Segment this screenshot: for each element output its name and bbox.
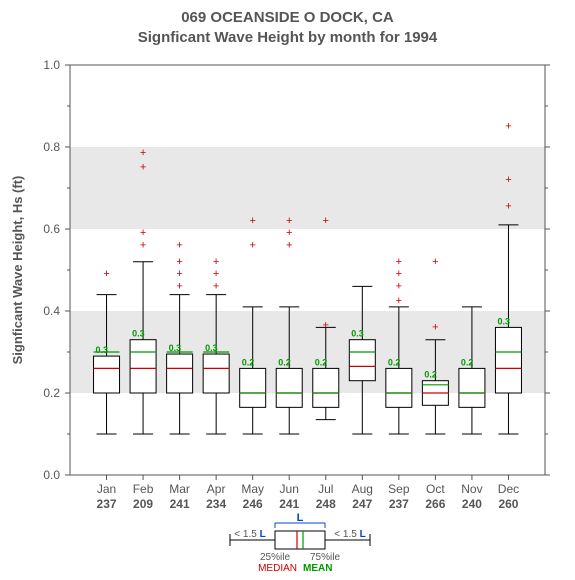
legend-L: L [297, 512, 304, 524]
outlier-marker: + [176, 256, 182, 268]
outlier-marker: + [505, 200, 511, 212]
y-tick-label: 0.6 [43, 222, 60, 236]
outlier-marker: + [396, 268, 402, 280]
box [313, 368, 339, 407]
x-tick-count: 241 [279, 497, 299, 511]
outlier-marker: + [323, 319, 329, 331]
x-tick-month: Dec [498, 482, 519, 496]
mean-value-label: 0.2 [388, 357, 401, 367]
mean-value-label: 0.2 [461, 357, 474, 367]
x-tick-count: 209 [133, 497, 153, 511]
y-tick-label: 0.2 [43, 386, 60, 400]
grid-band [70, 147, 545, 229]
x-tick-count: 260 [498, 497, 518, 511]
x-tick-month: Mar [169, 482, 190, 496]
outlier-marker: + [213, 268, 219, 280]
legend-lt15L-right: < 1.5 L [334, 529, 365, 540]
box [94, 356, 120, 393]
legend-p25: 25%ile [260, 552, 290, 563]
box [130, 340, 156, 393]
x-tick-month: Nov [461, 482, 482, 496]
outlier-marker: + [505, 174, 511, 186]
outlier-marker: + [249, 215, 255, 227]
x-tick-count: 241 [170, 497, 190, 511]
chart-svg: 0.0 0.2 0.4 0.6 0.8 1.0 069 OCEANSIDE O DOCK, … [0, 0, 575, 580]
box [167, 354, 193, 393]
mean-value-label: 0.2 [242, 357, 255, 367]
outlier-marker: + [286, 215, 292, 227]
x-tick-month: Feb [133, 482, 154, 496]
outlier-marker: + [396, 295, 402, 307]
mean-value-label: 0.3 [351, 329, 364, 339]
boxplot-chart: { "title_line1": "069 OCEANSIDE O DOCK, … [0, 0, 575, 580]
outlier-marker: + [432, 256, 438, 268]
x-tick-month: Aug [352, 482, 373, 496]
plot-area [70, 65, 545, 475]
x-tick-month: Jan [97, 482, 116, 496]
y-axis-label: Signficant Wave Height, Hs (ft) [10, 176, 25, 365]
x-tick-count: 247 [352, 497, 372, 511]
mean-value-label: 0.3 [497, 316, 510, 326]
x-tick-month: Sep [388, 482, 410, 496]
y-tick-label: 1.0 [43, 58, 60, 72]
x-tick-month: May [241, 482, 264, 496]
box [349, 340, 375, 381]
outlier-marker: + [176, 268, 182, 280]
x-tick-count: 266 [425, 497, 445, 511]
y-tick-label: 0.0 [43, 468, 60, 482]
box [495, 327, 521, 393]
chart-title-line1: 069 OCEANSIDE O DOCK, CA [181, 9, 394, 26]
mean-value-label: 0.2 [424, 370, 437, 380]
x-tick-month: Jul [318, 482, 333, 496]
box [240, 368, 266, 407]
box [276, 368, 302, 407]
outlier-marker: + [140, 162, 146, 174]
outlier-marker: + [213, 280, 219, 292]
box [203, 354, 229, 393]
legend-lt15L-left: < 1.5 L [234, 529, 265, 540]
box [459, 368, 485, 407]
mean-value-label: 0.2 [278, 357, 291, 367]
y-tick-label: 0.4 [43, 304, 60, 318]
legend-box [275, 531, 325, 549]
outlier-marker: + [396, 280, 402, 292]
mean-value-label: 0.3 [96, 345, 109, 355]
outlier-marker: + [213, 256, 219, 268]
outlier-marker: + [176, 239, 182, 251]
outlier-marker: + [176, 280, 182, 292]
outlier-marker: + [286, 227, 292, 239]
x-tick-month: Oct [426, 482, 445, 496]
outlier-marker: + [505, 121, 511, 133]
mean-value-label: 0.2 [315, 357, 328, 367]
legend-median-label: MEDIAN [258, 563, 297, 574]
x-tick-count: 237 [389, 497, 409, 511]
x-tick-count: 234 [206, 497, 226, 511]
x-tick-count: 248 [316, 497, 336, 511]
mean-value-label: 0.3 [132, 329, 145, 339]
mean-value-label: 0.3 [205, 343, 218, 353]
outlier-marker: + [396, 256, 402, 268]
outlier-marker: + [432, 321, 438, 333]
x-tick-count: 237 [97, 497, 117, 511]
outlier-marker: + [103, 268, 109, 280]
x-tick-count: 246 [243, 497, 263, 511]
y-tick-label: 0.8 [43, 140, 60, 154]
legend-p75: 75%ile [310, 552, 340, 563]
outlier-marker: + [286, 239, 292, 251]
x-tick-month: Apr [207, 482, 226, 496]
outlier-marker: + [140, 227, 146, 239]
box [386, 368, 412, 407]
outlier-marker: + [249, 239, 255, 251]
x-tick-count: 240 [462, 497, 482, 511]
outlier-marker: + [140, 239, 146, 251]
legend-mean-label: MEAN [303, 563, 332, 574]
chart-title-line2: Signficant Wave Height by month for 1994 [138, 29, 438, 46]
outlier-marker: + [323, 215, 329, 227]
mean-value-label: 0.3 [169, 343, 182, 353]
outlier-marker: + [140, 147, 146, 159]
x-tick-month: Jun [280, 482, 299, 496]
